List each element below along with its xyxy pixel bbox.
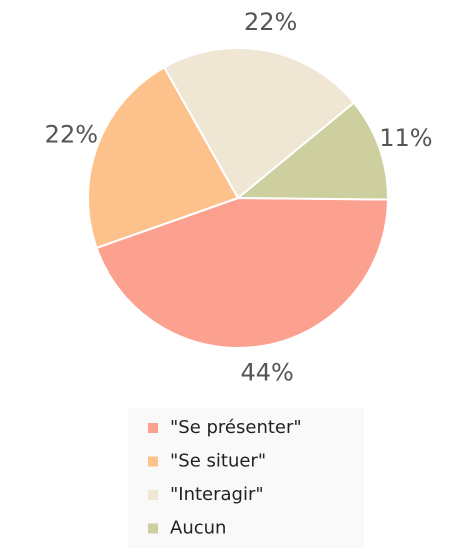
slice-label: 22% (244, 8, 297, 36)
legend-label: "Se présenter" (170, 417, 302, 438)
slice-label: 22% (45, 120, 98, 148)
legend-label: "Se situer" (170, 451, 266, 472)
slice-label: 44% (240, 359, 293, 387)
legend-label: "Interagir" (170, 484, 264, 505)
legend-label: Aucun (170, 518, 226, 539)
slice-label: 11% (379, 124, 432, 152)
legend-swatch (148, 456, 158, 467)
legend-swatch (148, 423, 158, 433)
legend-swatch (148, 523, 158, 534)
pie-slice (95, 196, 390, 349)
pie-slice (87, 65, 240, 250)
legend-box (128, 408, 364, 548)
legend-swatch (148, 490, 158, 500)
pie-slice (235, 101, 389, 201)
pie-slice (162, 47, 356, 200)
